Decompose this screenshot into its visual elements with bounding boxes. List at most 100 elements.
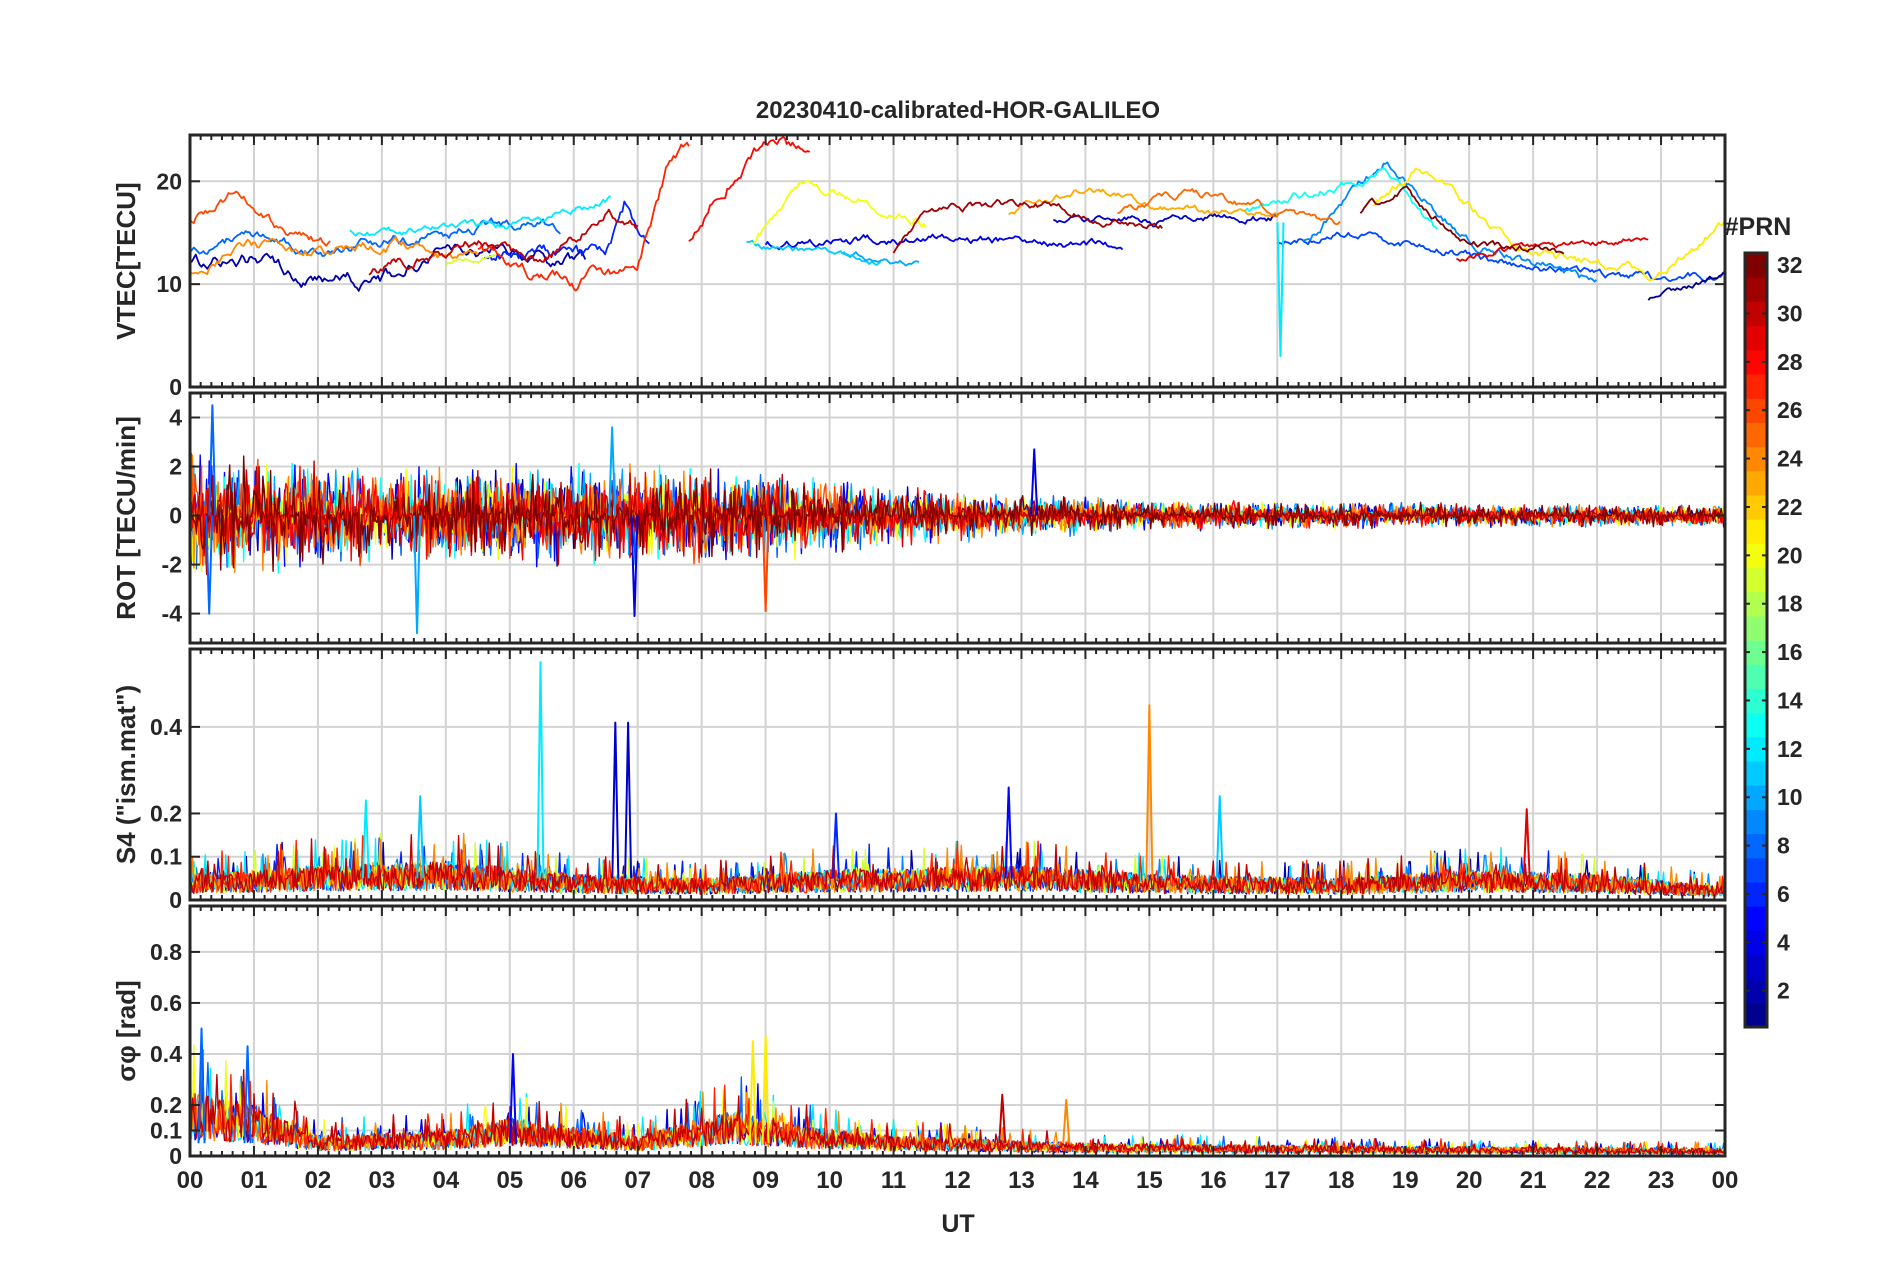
colorbar-tick-label: 2 (1777, 978, 1790, 1004)
colorbar-cell (1745, 857, 1767, 883)
y-tick-label: 0.4 (150, 714, 182, 740)
colorbar-tick-label: 18 (1777, 591, 1803, 617)
y-tick-label: -2 (162, 552, 182, 578)
colorbar-cell (1745, 978, 1767, 1004)
colorbar-cell (1745, 760, 1767, 786)
vtec-line-prn-20 (752, 180, 927, 245)
y-tick-label: 0.1 (150, 1117, 182, 1143)
panel-2: -4 -2 0 2 4 ROT [TECU/min] (111, 391, 1727, 645)
y-axis-label: σφ [rad] (111, 980, 141, 1081)
x-tick-label: 04 (432, 1167, 459, 1194)
colorbar-cell (1745, 325, 1767, 351)
x-tick-label: 06 (560, 1167, 587, 1194)
colorbar-cell (1745, 567, 1767, 593)
spike-prn-3 (624, 721, 633, 879)
colorbar-cell (1745, 688, 1767, 714)
x-tick-label: 17 (1264, 1167, 1291, 1194)
colorbar-cell (1745, 930, 1767, 956)
colorbar-cell (1745, 712, 1767, 738)
vtec-line-prn-4 (764, 233, 1124, 251)
x-tick-label: 00 (1712, 1167, 1739, 1194)
vtec-line-prn-7 (1276, 231, 1725, 284)
colorbar-cell (1745, 543, 1767, 569)
colorbar-cell (1745, 422, 1767, 448)
spike-prn-3 (611, 721, 620, 879)
colorbar-cell (1745, 640, 1767, 665)
colorbar-tick-label: 26 (1777, 397, 1803, 423)
spike-prn-12 (1276, 222, 1285, 358)
colorbar-cell (1745, 785, 1767, 810)
spike-prn-8 (243, 1045, 252, 1144)
x-axis-label: UT (941, 1210, 974, 1238)
y-axis-label: ROT [TECU/min] (111, 416, 141, 620)
vtec-line-prn-30 (368, 208, 639, 276)
y-axis-label: S4 ("ism.mat") (111, 685, 141, 864)
vtec-line-prn-31 (892, 198, 1163, 254)
panel-data (190, 136, 1725, 358)
colorbar-cell (1745, 494, 1767, 520)
x-tick-label: 22 (1584, 1167, 1611, 1194)
colorbar-tick-label: 20 (1777, 542, 1803, 568)
colorbar-tick-label: 32 (1777, 252, 1803, 278)
vtec-line-prn-32 (1359, 185, 1565, 255)
y-tick-label: 0.2 (150, 1092, 182, 1118)
spike-prn-11 (1215, 795, 1224, 879)
x-tick-label: 20 (1456, 1167, 1483, 1194)
colorbar-label: #PRN (1725, 213, 1792, 241)
panel-4: 00.10.2 0.4 0.6 0.8 σφ [rad] 00 01 02 03 04 05 06 07… (111, 904, 1739, 1194)
vtec-line-prn-29 (1456, 237, 1649, 262)
y-axis-label: VTEC[TECU] (111, 182, 141, 339)
colorbar-cell (1745, 809, 1767, 835)
vtec-line-prn-8 (190, 217, 561, 257)
spike-prn-8 (208, 404, 217, 516)
colorbar-cell (1745, 881, 1767, 907)
x-tick-label: 21 (1520, 1167, 1547, 1194)
x-tick-label: 15 (1136, 1167, 1163, 1194)
x-tick-label: 12 (944, 1167, 971, 1194)
x-tick-label: 16 (1200, 1167, 1227, 1194)
vtec-line-prn-6 (484, 200, 650, 261)
y-tick-label: 2 (169, 454, 182, 480)
vtec-line-prn-25 (1117, 188, 1341, 226)
colorbar-cell (1745, 301, 1767, 327)
y-tick-label: 0 (169, 374, 182, 400)
colorbar-cell (1745, 1002, 1767, 1028)
vtec-line-prn-13 (1244, 167, 1438, 230)
spike-prn-5 (1004, 786, 1013, 879)
colorbar-tick-label: 8 (1777, 833, 1790, 859)
colorbar-cell (1745, 833, 1767, 859)
spike-prn-21 (761, 1035, 770, 1144)
colorbar-tick-label: 30 (1777, 300, 1803, 326)
y-tick-label: 0.6 (150, 990, 182, 1016)
spike-prn-4 (630, 515, 639, 618)
spike-prn-10 (413, 515, 422, 635)
vtec-line-prn-24 (190, 236, 479, 276)
colorbar-cell (1745, 954, 1767, 980)
x-tick-label: 08 (688, 1167, 715, 1194)
spike-prn-26 (761, 515, 770, 613)
spike-prn-12 (361, 799, 370, 879)
vtec-line-prn-1 (1647, 270, 1725, 301)
panel-data (190, 660, 1725, 897)
spike-prn-11 (416, 795, 425, 879)
colorbar-tick-label: 16 (1777, 639, 1803, 665)
panel-1: 0 10 20 VTEC[TECU] (111, 133, 1727, 400)
colorbar-tick-label: 10 (1777, 784, 1803, 810)
colorbar-cell (1745, 277, 1767, 302)
x-tick-label: 07 (624, 1167, 651, 1194)
spike-prn-12 (536, 660, 545, 879)
panel-3: 0 0.1 0.2 0.4 S4 ("ism.mat") (111, 647, 1727, 913)
y-tick-label: 4 (169, 405, 182, 431)
x-tick-label: 13 (1008, 1167, 1035, 1194)
spike-prn-10 (608, 426, 617, 516)
spike-prn-29 (1522, 808, 1531, 879)
vtec-line-prn-21 (1372, 167, 1725, 282)
y-tick-label: 10 (156, 271, 182, 297)
trace-prn-30 (190, 834, 1725, 897)
colorbar-tick-label: 4 (1777, 929, 1790, 955)
colorbar-tick-label: 14 (1777, 687, 1803, 713)
vtec-line-prn-23 (1008, 187, 1279, 217)
vtec-line-prn-11 (746, 239, 882, 266)
